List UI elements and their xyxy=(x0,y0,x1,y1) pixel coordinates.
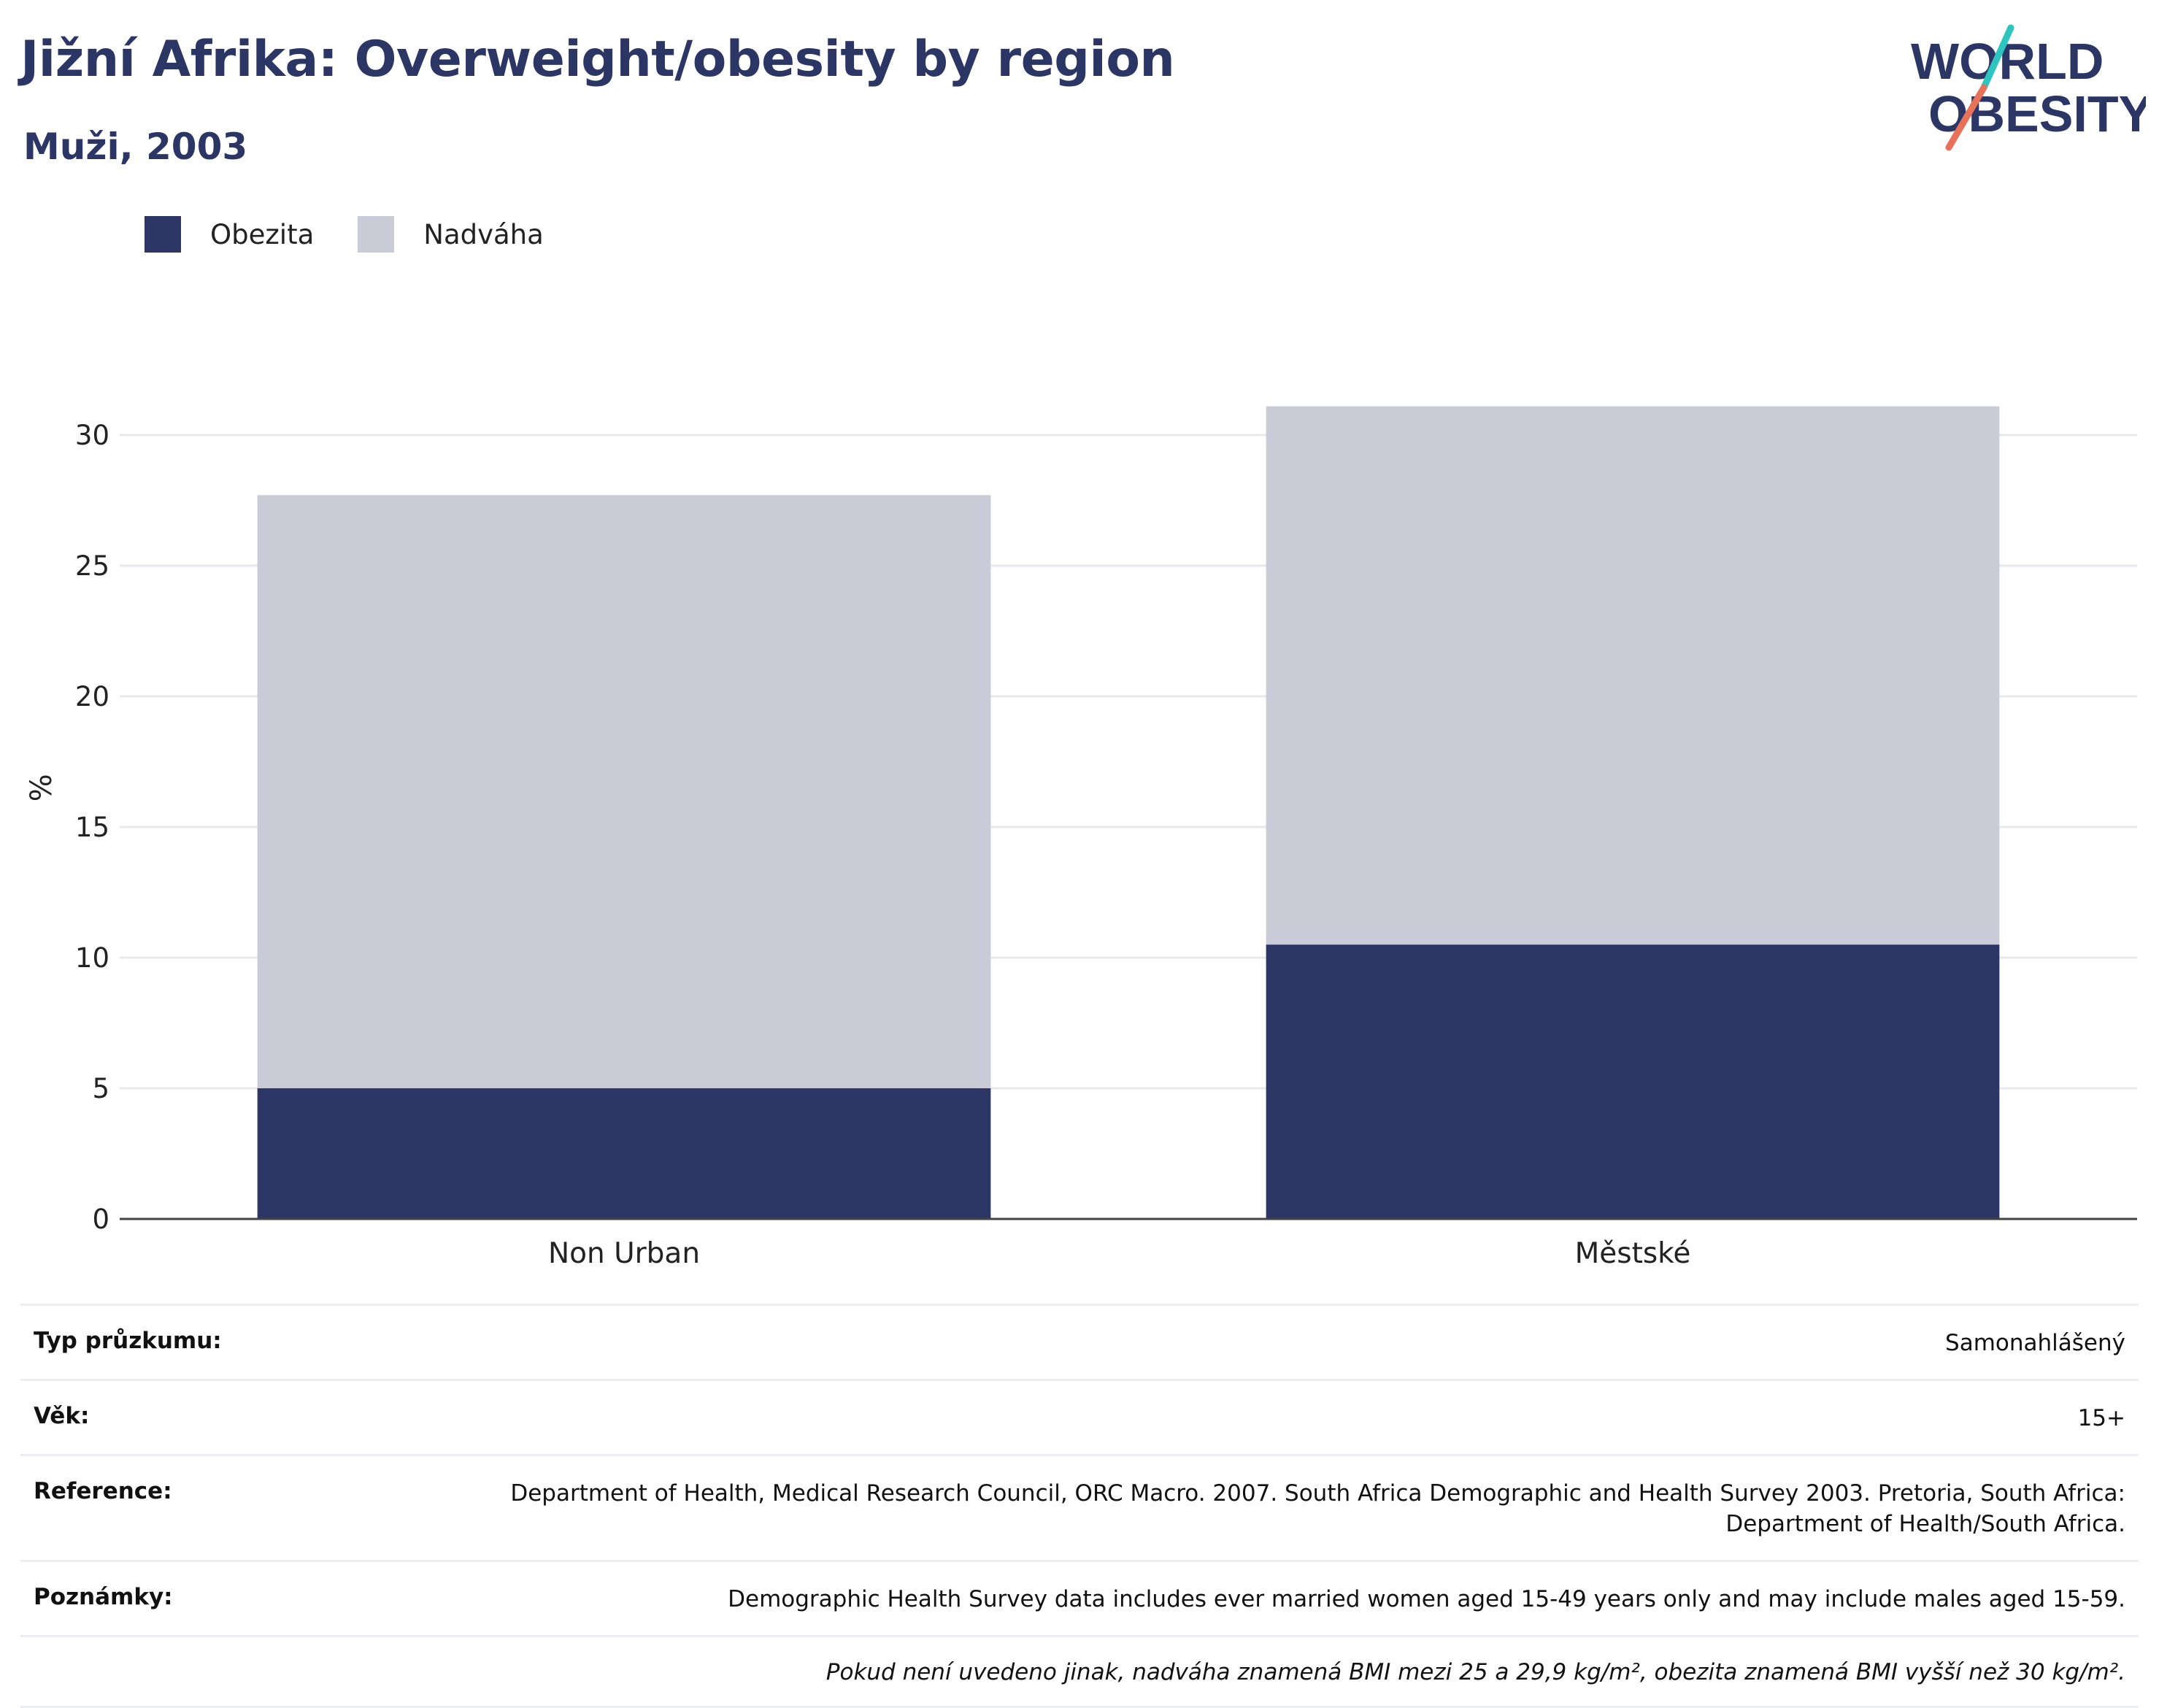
age-value: 15+ xyxy=(2077,1405,2125,1431)
y-tick-label-25: 25 xyxy=(75,550,109,582)
logo-slash-teal xyxy=(1980,24,2014,91)
y-tick-label-10: 10 xyxy=(75,942,109,974)
info-row-survey-type: Typ průzkumu: Samonahlášený xyxy=(20,1304,2139,1379)
y-tick-label-20: 20 xyxy=(75,681,109,712)
info-row-notes: Poznámky: Demographic Health Survey data… xyxy=(20,1560,2139,1635)
y-tick-label-30: 30 xyxy=(75,420,109,451)
chart-legend: Obezita Nadváha xyxy=(145,216,588,253)
page-title: Jižní Afrika: Overweight/obesity by regi… xyxy=(20,31,1175,88)
info-row-age: Věk: 15+ xyxy=(20,1379,2139,1454)
info-row-footnote: Pokud není uvedeno jinak, nadváha znamen… xyxy=(20,1635,2139,1708)
reference-label: Reference: xyxy=(34,1478,172,1504)
y-tick-label-0: 0 xyxy=(92,1204,109,1235)
legend-item-overweight: Nadváha xyxy=(358,216,544,253)
bar-overweight-0 xyxy=(257,495,991,1088)
page-subtitle: Muži, 2003 xyxy=(23,126,248,168)
notes-value: Demographic Health Survey data includes … xyxy=(728,1586,2125,1612)
y-tick-label-5: 5 xyxy=(92,1073,109,1104)
bmi-footnote: Pokud není uvedeno jinak, nadváha znamen… xyxy=(826,1659,2125,1685)
logo-line2: OBESITY xyxy=(1928,85,2146,142)
logo-slash-coral xyxy=(1945,84,1987,151)
info-row-reference: Reference: Department of Health, Medical… xyxy=(20,1454,2139,1560)
survey-type-value: Samonahlášený xyxy=(1945,1330,2125,1356)
legend-swatch-obesity xyxy=(145,216,181,253)
age-label: Věk: xyxy=(34,1403,90,1429)
survey-type-label: Typ průzkumu: xyxy=(34,1328,222,1354)
y-axis-label: % xyxy=(25,774,58,801)
bar-overweight-1 xyxy=(1266,406,2000,945)
bar-obesity-1 xyxy=(1266,945,2000,1219)
survey-info-table: Typ průzkumu: Samonahlášený Věk: 15+ Ref… xyxy=(20,1304,2139,1708)
notes-label: Poznámky: xyxy=(34,1584,173,1610)
legend-label-overweight: Nadváha xyxy=(423,218,544,250)
x-tick-label-0: Non Urban xyxy=(548,1237,700,1270)
world-obesity-logo: WORLD OBESITY xyxy=(1911,24,2146,151)
legend-item-obesity: Obezita xyxy=(145,216,314,253)
bar-obesity-0 xyxy=(257,1088,991,1219)
stacked-bar-chart: 0 5 10 15 20 25 30% Non Urban Městské xyxy=(25,406,2137,1270)
reference-value: Department of Health, Medical Research C… xyxy=(510,1480,2125,1537)
legend-label-obesity: Obezita xyxy=(210,218,315,250)
y-tick-label-15: 15 xyxy=(75,812,109,843)
x-tick-label-1: Městské xyxy=(1575,1237,1691,1270)
legend-swatch-overweight xyxy=(358,216,395,253)
